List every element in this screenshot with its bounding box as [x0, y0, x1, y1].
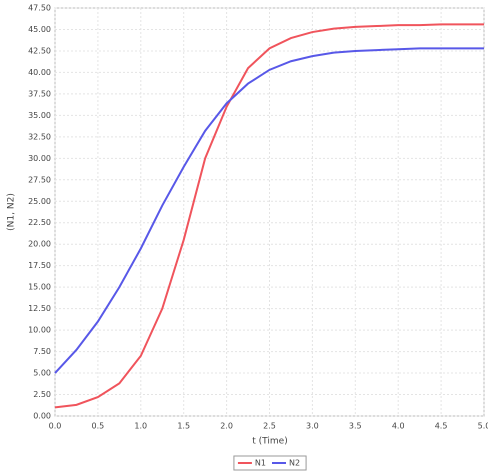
legend: N1 N2 [233, 455, 307, 471]
y-tick-label: 20.00 [28, 240, 51, 249]
x-tick-label: 3.0 [306, 422, 319, 431]
y-tick-label: 45.00 [28, 25, 51, 34]
y-tick-label: 35.00 [28, 111, 51, 120]
y-tick-label: 22.50 [28, 218, 51, 227]
y-tick-label: 7.50 [33, 347, 51, 356]
x-tick-label: 4.0 [392, 422, 405, 431]
x-tick-label: 2.0 [220, 422, 233, 431]
y-tick-label: 15.00 [28, 283, 51, 292]
x-tick-label: 3.5 [349, 422, 362, 431]
x-tick-label: 2.5 [263, 422, 276, 431]
y-tick-label: 30.00 [28, 154, 51, 163]
y-tick-label: 5.00 [33, 369, 51, 378]
y-tick-label: 37.50 [28, 89, 51, 98]
x-tick-label: 5.0 [478, 422, 488, 431]
y-tick-label: 2.50 [33, 390, 51, 399]
x-tick-label: 0.5 [92, 422, 105, 431]
x-tick-label: 1.5 [177, 422, 190, 431]
y-tick-label: 10.00 [28, 326, 51, 335]
series-line [54, 47, 484, 374]
y-tick-label: 32.50 [28, 132, 51, 141]
y-tick-label: 12.50 [28, 304, 51, 313]
y-tick-label: 0.00 [33, 412, 51, 421]
legend-box [233, 455, 307, 471]
series-line [54, 23, 484, 409]
y-tick-label: 25.00 [28, 197, 51, 206]
y-tick-label: 40.00 [28, 68, 51, 77]
y-tick-label: 17.50 [28, 261, 51, 270]
x-tick-label: 4.5 [435, 422, 448, 431]
legend-label: N2 [289, 459, 300, 468]
y-tick-label: 47.50 [28, 4, 51, 13]
x-tick-label: 0.0 [49, 422, 62, 431]
x-axis-label: t (Time) [252, 437, 287, 447]
y-axis-label: (N1, N2) [7, 193, 17, 231]
x-tick-label: 1.0 [134, 422, 147, 431]
y-tick-label: 42.50 [28, 46, 51, 55]
legend-label: N1 [255, 459, 266, 468]
y-tick-label: 27.50 [28, 175, 51, 184]
